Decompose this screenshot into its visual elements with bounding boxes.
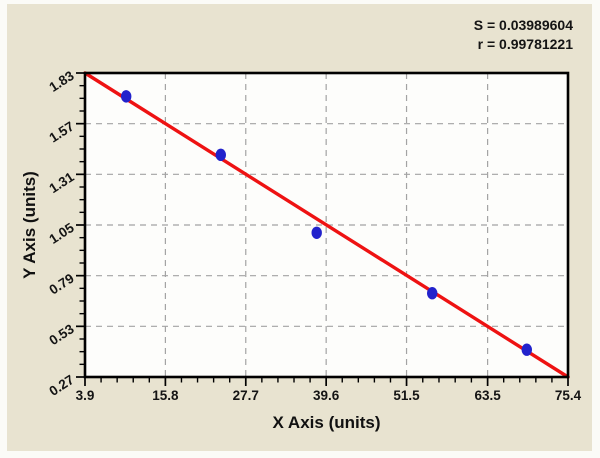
x-tick-label: 75.4	[555, 388, 582, 403]
x-tick-label: 63.5	[474, 388, 501, 403]
y-tick-label: 1.31	[46, 169, 77, 196]
x-tick-label: 15.8	[152, 388, 179, 403]
y-axis-title: Y Axis (units)	[20, 171, 39, 279]
y-tick-label: 1.05	[46, 220, 77, 247]
data-point	[521, 343, 532, 356]
x-axis-title: X Axis (units)	[272, 413, 381, 432]
regression-line	[83, 71, 570, 379]
y-tick-label: 0.53	[46, 321, 77, 348]
data-point	[121, 90, 132, 103]
x-tick-label: 3.9	[76, 388, 95, 403]
data-point	[215, 148, 226, 162]
fit-statistics: S = 0.03989604 r = 0.99781221	[474, 16, 573, 54]
data-point	[427, 287, 438, 300]
s-value-text: S = 0.03989604	[473, 17, 573, 33]
y-tick-label: 1.57	[46, 119, 76, 146]
x-tick-label: 39.6	[313, 388, 340, 403]
x-tick-label: 27.7	[233, 388, 259, 403]
x-tick-label: 51.5	[393, 388, 420, 403]
y-tick-label: 0.79	[46, 271, 76, 298]
data-point	[311, 226, 322, 239]
r-value-text: r = 0.99781221	[477, 36, 573, 52]
y-tick-label: 1.83	[46, 68, 77, 95]
plot-border	[83, 71, 570, 379]
y-tick-label: 0.27	[46, 372, 76, 399]
